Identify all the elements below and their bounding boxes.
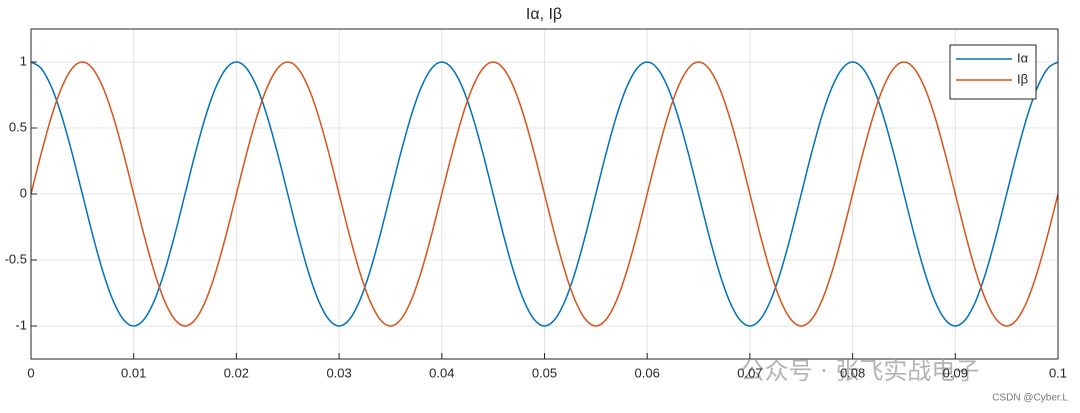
x-tick-label: 0.02 — [224, 365, 249, 380]
plot — [30, 61, 1059, 327]
legend-box — [949, 44, 1037, 100]
x-tick-label: 0.09 — [943, 365, 968, 380]
y-tick-label: 1 — [20, 53, 27, 68]
y-tick-label: 0.5 — [9, 119, 27, 134]
x-tick-label: 0.04 — [429, 365, 454, 380]
y-tick-label: -0.5 — [5, 251, 27, 266]
x-tick-label: 0.05 — [532, 365, 557, 380]
x-tick-label: 0.1 — [1049, 365, 1067, 380]
watermark: 公众号 · 张飞实战电子 — [741, 357, 980, 385]
x-tick-label: 0.03 — [326, 365, 351, 380]
x-tick-label: 0.01 — [121, 365, 146, 380]
legend-label: Iβ — [1017, 71, 1028, 86]
x-tick-label: 0.07 — [737, 365, 762, 380]
x-tick-label: 0.08 — [840, 365, 865, 380]
y-tick-label: -1 — [15, 317, 27, 332]
x-tick-label: 0.06 — [635, 365, 660, 380]
y-tick-label: 0 — [20, 185, 27, 200]
chart-title: Iα, Iβ — [526, 6, 562, 23]
line-series — [30, 61, 1059, 327]
credit: CSDN @Cyber.L — [992, 393, 1068, 404]
line-series — [30, 61, 1059, 327]
legend-label: Iα — [1017, 50, 1029, 65]
x-tick-label: 0 — [27, 365, 34, 380]
legend: Iα Iβ — [949, 44, 1037, 100]
